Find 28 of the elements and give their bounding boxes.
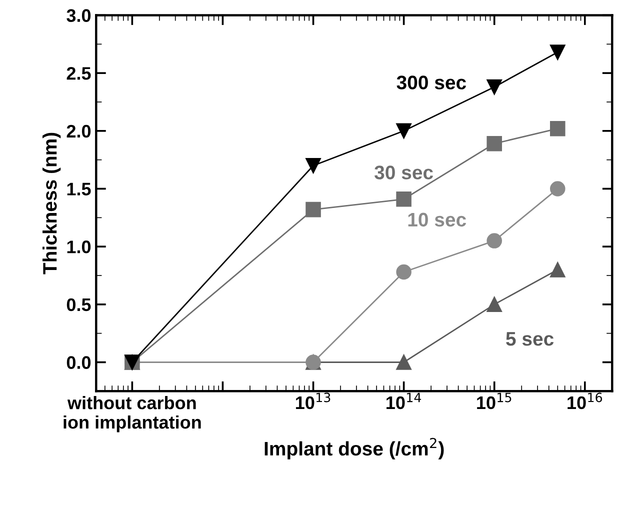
x-tick-label: without carbon ion implantation bbox=[64, 396, 201, 432]
point bbox=[396, 264, 412, 280]
point bbox=[486, 296, 502, 312]
y-tick-label: 2.5 bbox=[66, 67, 91, 80]
point bbox=[486, 136, 502, 152]
point bbox=[396, 123, 412, 139]
point bbox=[486, 233, 502, 248]
x-tick-label: 10$^{15}$ bbox=[477, 392, 512, 410]
y-tick-label: 1.0 bbox=[67, 240, 91, 254]
y-tick-label: 2.0 bbox=[66, 124, 91, 138]
point bbox=[396, 354, 412, 370]
point bbox=[306, 158, 321, 174]
y-tick-label: 0.0 bbox=[66, 356, 91, 369]
x-tick-label: 10$^{16}$ bbox=[568, 392, 602, 410]
x-tick-label: 10$^{13}$ bbox=[296, 392, 330, 410]
point bbox=[396, 192, 412, 207]
y-tick-label: 0.5 bbox=[66, 298, 91, 312]
y-axis-title: Thickness (nm) bbox=[42, 132, 61, 274]
x-tick-label: 10$^{14}$ bbox=[386, 392, 422, 410]
series-label: 30 sec bbox=[374, 166, 433, 180]
series-label: 300 sec bbox=[396, 76, 466, 90]
x-axis-title: Implant dose (/cm$^{2}$) bbox=[264, 438, 444, 460]
y-tick-label: 3.0 bbox=[66, 9, 91, 22]
point bbox=[486, 79, 502, 95]
point bbox=[306, 202, 321, 218]
series-label: 10 sec bbox=[408, 212, 466, 227]
series-label: 5 sec bbox=[506, 332, 554, 346]
y-tick-label: 1.5 bbox=[67, 182, 91, 196]
